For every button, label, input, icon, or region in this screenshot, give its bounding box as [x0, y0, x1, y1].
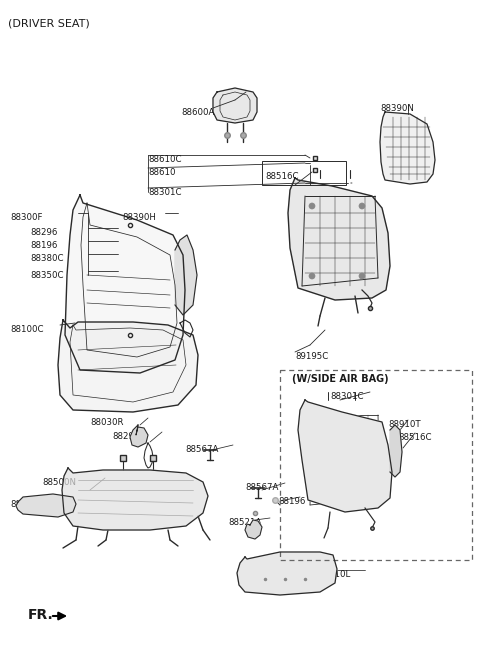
Polygon shape [175, 235, 197, 315]
Text: 88910T: 88910T [388, 420, 420, 429]
Circle shape [359, 203, 365, 209]
Polygon shape [16, 494, 76, 517]
Text: (W/SIDE AIR BAG): (W/SIDE AIR BAG) [292, 374, 389, 384]
Polygon shape [380, 112, 435, 184]
Text: 88516C: 88516C [398, 433, 432, 442]
Text: 88196: 88196 [30, 241, 58, 250]
Text: 88390H: 88390H [122, 213, 156, 222]
Polygon shape [245, 520, 262, 539]
Text: FR.: FR. [28, 608, 54, 622]
Text: 88300F: 88300F [10, 213, 43, 222]
Text: 88380C: 88380C [30, 254, 63, 263]
Circle shape [359, 273, 365, 279]
Polygon shape [62, 468, 208, 530]
Text: 88030R: 88030R [90, 418, 123, 427]
Text: 88010L: 88010L [318, 570, 350, 579]
Text: 88350C: 88350C [30, 271, 63, 280]
Text: 88296: 88296 [30, 228, 58, 237]
Text: 88500N: 88500N [42, 478, 76, 487]
Text: 88301C: 88301C [148, 188, 181, 197]
Text: 88196: 88196 [278, 497, 305, 506]
Polygon shape [58, 320, 198, 412]
Polygon shape [288, 178, 390, 300]
Text: 88170A: 88170A [10, 500, 43, 509]
Polygon shape [213, 88, 257, 123]
Text: 88610: 88610 [148, 168, 176, 177]
Text: 88521A: 88521A [228, 518, 262, 527]
Text: 88301C: 88301C [330, 392, 363, 401]
Polygon shape [390, 425, 402, 477]
Polygon shape [298, 400, 392, 512]
Text: 89195C: 89195C [295, 352, 328, 361]
Polygon shape [130, 425, 148, 447]
Bar [280, 370, 472, 560]
Text: 88567A: 88567A [185, 445, 218, 454]
Text: 88610C: 88610C [148, 155, 181, 164]
Text: (DRIVER SEAT): (DRIVER SEAT) [8, 18, 90, 28]
Circle shape [309, 203, 315, 209]
Text: 88567A: 88567A [245, 483, 278, 492]
Text: 88390N: 88390N [380, 104, 414, 113]
Text: 88296: 88296 [112, 432, 139, 441]
Text: 88100C: 88100C [10, 325, 44, 334]
Polygon shape [65, 195, 185, 373]
Text: 88600A: 88600A [181, 108, 215, 117]
Circle shape [309, 273, 315, 279]
Text: 88516C: 88516C [265, 172, 299, 181]
Polygon shape [237, 552, 337, 595]
